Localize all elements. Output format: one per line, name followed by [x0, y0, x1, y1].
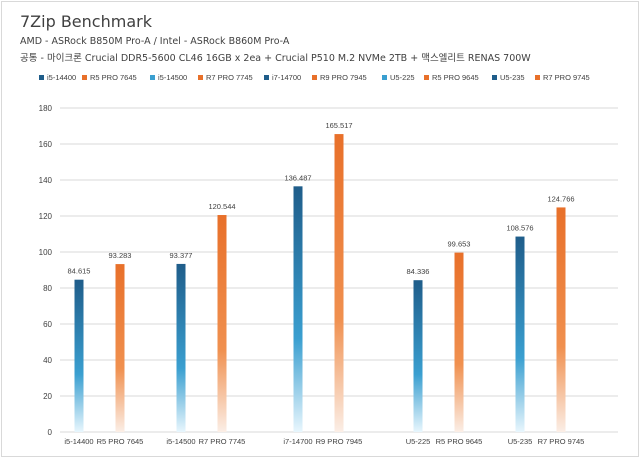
data-label: 84.615: [68, 267, 91, 276]
y-tick-label: 100: [39, 248, 53, 257]
x-tick-label: R7 PRO 7745: [199, 437, 246, 446]
bar-r5-pro-9645: [454, 252, 464, 432]
data-label: 108.576: [506, 224, 533, 233]
x-axis-ticks: i5-14400 R5 PRO 7645 i5-14500 R7 PRO 7745 i7…: [64, 437, 584, 446]
legend-item: R9 PRO 7945: [312, 73, 367, 82]
legend-swatch: [82, 75, 87, 80]
bar-i5-14400: [74, 279, 84, 432]
legend-label: U5-235: [500, 73, 525, 82]
legend-label: R9 PRO 7945: [320, 73, 367, 82]
legend-label: i7-14700: [272, 73, 301, 82]
bar-r7-pro-7745: [217, 215, 227, 432]
legend-item: i7-14700: [264, 73, 301, 82]
legend-item: R7 PRO 9745: [535, 73, 590, 82]
legend-label: U5-225: [390, 73, 415, 82]
y-tick-label: 40: [43, 356, 52, 365]
data-label: 124.766: [547, 194, 574, 203]
legend-swatch: [264, 75, 269, 80]
legend-label: R7 PRO 9745: [543, 73, 590, 82]
x-tick-label: i5-14400: [64, 437, 93, 446]
data-label: 93.377: [170, 251, 193, 260]
legend-swatch: [312, 75, 317, 80]
data-label: 93.283: [109, 251, 132, 260]
bar-u5-235: [515, 236, 525, 432]
legend-swatch: [150, 75, 155, 80]
y-tick-label: 140: [39, 176, 53, 185]
bar-i7-14700: [293, 186, 303, 432]
chart-title: 7Zip Benchmark: [20, 12, 152, 31]
bar-r9-pro-7945: [334, 134, 344, 432]
y-tick-label: 60: [43, 320, 52, 329]
y-tick-label: 160: [39, 140, 53, 149]
chart-subtitle-common-parts: 공통 - 마이크론 Crucial DDR5-5600 CL46 16GB x …: [20, 53, 531, 64]
x-tick-label: U5-225: [406, 437, 431, 446]
y-tick-label: 20: [43, 392, 52, 401]
bar-r5-pro-7645: [115, 264, 125, 432]
bar-i5-14500: [176, 263, 186, 432]
y-tick-label: 180: [39, 104, 53, 113]
data-label: 84.336: [407, 267, 430, 276]
bar-u5-225: [413, 280, 423, 432]
x-tick-label: R9 PRO 7945: [316, 437, 363, 446]
y-tick-label: 80: [43, 284, 52, 293]
x-tick-label: i5-14500: [166, 437, 195, 446]
legend-label: i5-14500: [158, 73, 187, 82]
x-tick-label: i7-14700: [283, 437, 312, 446]
legend-swatch: [382, 75, 387, 80]
legend-swatch: [198, 75, 203, 80]
bar-series: 84.615 93.283 93.377 120.544 136.487 165.517 8…: [68, 121, 575, 432]
legend-label: i5-14400: [47, 73, 76, 82]
x-tick-label: R5 PRO 7645: [97, 437, 144, 446]
y-tick-label: 120: [39, 212, 53, 221]
legend-swatch: [424, 75, 429, 80]
x-tick-label: U5-235: [508, 437, 533, 446]
bar-r7-pro-9745: [556, 207, 566, 432]
data-label: 99.653: [448, 240, 471, 249]
legend-label: R5 PRO 9645: [432, 73, 479, 82]
x-tick-label: R5 PRO 9645: [436, 437, 483, 446]
legend-item: R5 PRO 7645: [82, 73, 137, 82]
data-label: 136.487: [284, 173, 311, 182]
legend-item: i5-14500: [150, 73, 187, 82]
legend-item: R7 PRO 7745: [198, 73, 253, 82]
legend-swatch: [39, 75, 44, 80]
chart-legend: i5-14400 R5 PRO 7645 i5-14500 R7 PRO 7745 i7…: [39, 73, 590, 82]
x-tick-label: R7 PRO 9745: [538, 437, 585, 446]
legend-item: U5-235: [492, 73, 525, 82]
legend-item: i5-14400: [39, 73, 76, 82]
chart-subtitle-platforms: AMD - ASRock B850M Pro-A / Intel - ASRoc…: [20, 36, 290, 47]
legend-label: R5 PRO 7645: [90, 73, 137, 82]
legend-swatch: [492, 75, 497, 80]
legend-item: U5-225: [382, 73, 415, 82]
data-label: 120.544: [208, 202, 235, 211]
legend-item: R5 PRO 9645: [424, 73, 479, 82]
y-tick-label: 0: [48, 428, 53, 437]
legend-label: R7 PRO 7745: [206, 73, 253, 82]
y-axis-ticks: 0 20 40 60 80 100 120 140 160 180: [39, 104, 53, 437]
data-label: 165.517: [325, 121, 352, 130]
legend-swatch: [535, 75, 540, 80]
